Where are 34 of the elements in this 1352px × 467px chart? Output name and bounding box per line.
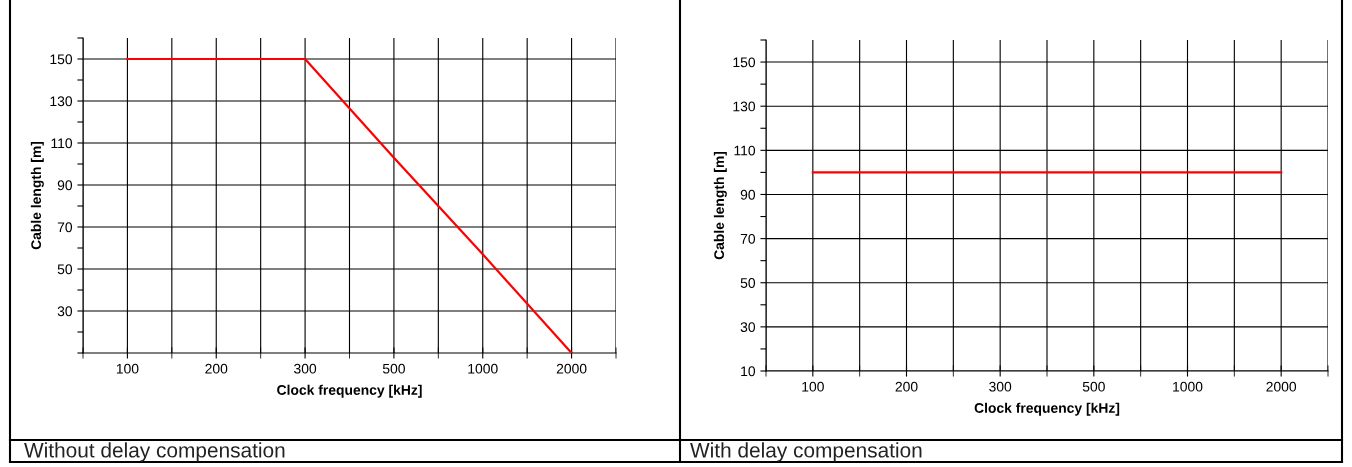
y-tick-label: 10 <box>741 366 756 377</box>
y-tick-label: 70 <box>57 222 73 233</box>
y-tick-label: 130 <box>733 101 756 112</box>
line-series <box>126 57 573 353</box>
y-axis-title: Cable length [m] <box>30 141 44 250</box>
text: With delay compensation <box>690 442 922 462</box>
x-tick-label: 500 <box>382 363 405 374</box>
x-tick-label: 300 <box>294 363 317 374</box>
x-tick-label: 200 <box>895 381 918 392</box>
y-tick-label: 150 <box>50 54 73 65</box>
text: Without delay compensation <box>24 442 285 462</box>
y-tick-label: 110 <box>734 145 756 156</box>
y-tick-label: 130 <box>50 96 73 107</box>
y-tick-label: 90 <box>57 180 73 191</box>
y-tick-label: 50 <box>740 278 756 288</box>
x-tick-label: 500 <box>1082 381 1105 392</box>
x-tick-label: 1000 <box>468 363 498 374</box>
x-axis-title: Clock frequency [kHz] <box>974 402 1120 416</box>
y-tick-label: 150 <box>733 57 756 68</box>
x-tick-label: 2000 <box>556 363 587 374</box>
y-tick-label: 30 <box>740 322 756 333</box>
y-tick-label: 70 <box>740 233 756 244</box>
y-axis-title: Cable length [m] <box>713 151 727 260</box>
x-tick-label: 300 <box>989 381 1012 392</box>
y-tick-label: 90 <box>740 189 756 200</box>
y-tick-label: 110 <box>51 138 73 149</box>
x-tick-label: 100 <box>802 381 824 392</box>
y-tick-label: 30 <box>57 306 73 317</box>
x-tick-label: 200 <box>205 363 228 374</box>
x-tick-label: 2000 <box>1266 381 1297 392</box>
x-tick-label: 1000 <box>1173 381 1203 392</box>
x-tick-label: 100 <box>116 363 139 374</box>
y-tick-label: 50 <box>57 264 73 275</box>
x-axis-title: Clock frequency [kHz] <box>277 384 422 398</box>
